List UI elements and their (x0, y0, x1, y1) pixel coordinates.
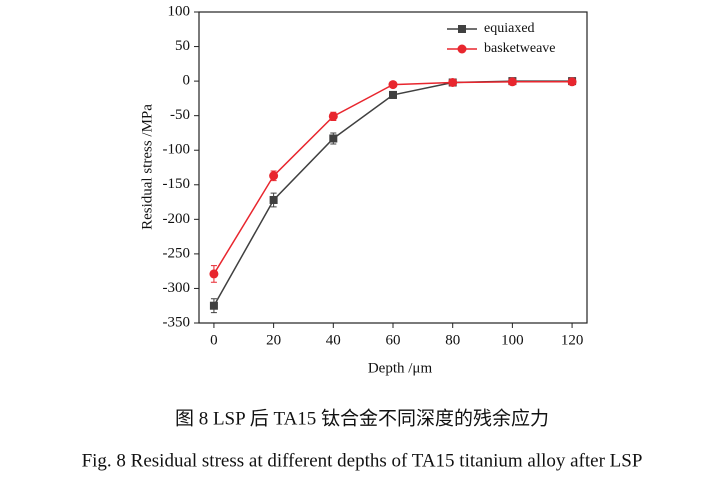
caption-cn: 图 8 LSP 后 TA15 钛合金不同深度的残余应力 (175, 407, 549, 429)
x-tick-label: 100 (501, 332, 524, 348)
y-tick-label: -350 (163, 314, 191, 330)
plot-frame (198, 11, 588, 324)
data-point (567, 77, 577, 87)
series-line (213, 80, 573, 307)
y-axis-label: Residual stress /MPa (139, 104, 155, 230)
data-point (209, 269, 219, 279)
series-line (213, 81, 573, 275)
data-point (269, 195, 278, 204)
data-point (388, 80, 398, 90)
x-tick-label: 80 (445, 332, 460, 348)
y-tick-label: -100 (163, 142, 191, 158)
y-tick-label: -50 (170, 107, 190, 123)
x-tick-label: 40 (326, 332, 341, 348)
x-axis-label: Depth /μm (368, 360, 433, 376)
y-tick-label: 0 (183, 73, 191, 89)
y-tick-label: -150 (163, 176, 191, 192)
x-tick-label: 0 (210, 332, 218, 348)
legend-label: basketweave (484, 41, 556, 56)
data-point (328, 111, 338, 121)
y-tick-label: 100 (168, 3, 191, 19)
y-tick-label: -200 (163, 211, 191, 227)
x-tick-label: 60 (386, 332, 401, 348)
data-point (269, 171, 279, 181)
legend-label: equiaxed (484, 21, 535, 36)
data-point (389, 90, 397, 99)
legend-marker (458, 25, 466, 33)
x-tick-label: 120 (561, 332, 584, 348)
data-point (209, 301, 218, 310)
legend-marker (457, 44, 467, 54)
y-tick-label: -300 (163, 280, 191, 296)
data-point (448, 77, 458, 87)
x-tick-label: 20 (266, 332, 281, 348)
data-point (329, 134, 338, 143)
data-point (507, 77, 517, 87)
y-tick-label: 50 (175, 38, 190, 54)
y-tick-label: -250 (163, 245, 191, 261)
caption-en: Fig. 8 Residual stress at different dept… (82, 450, 643, 471)
